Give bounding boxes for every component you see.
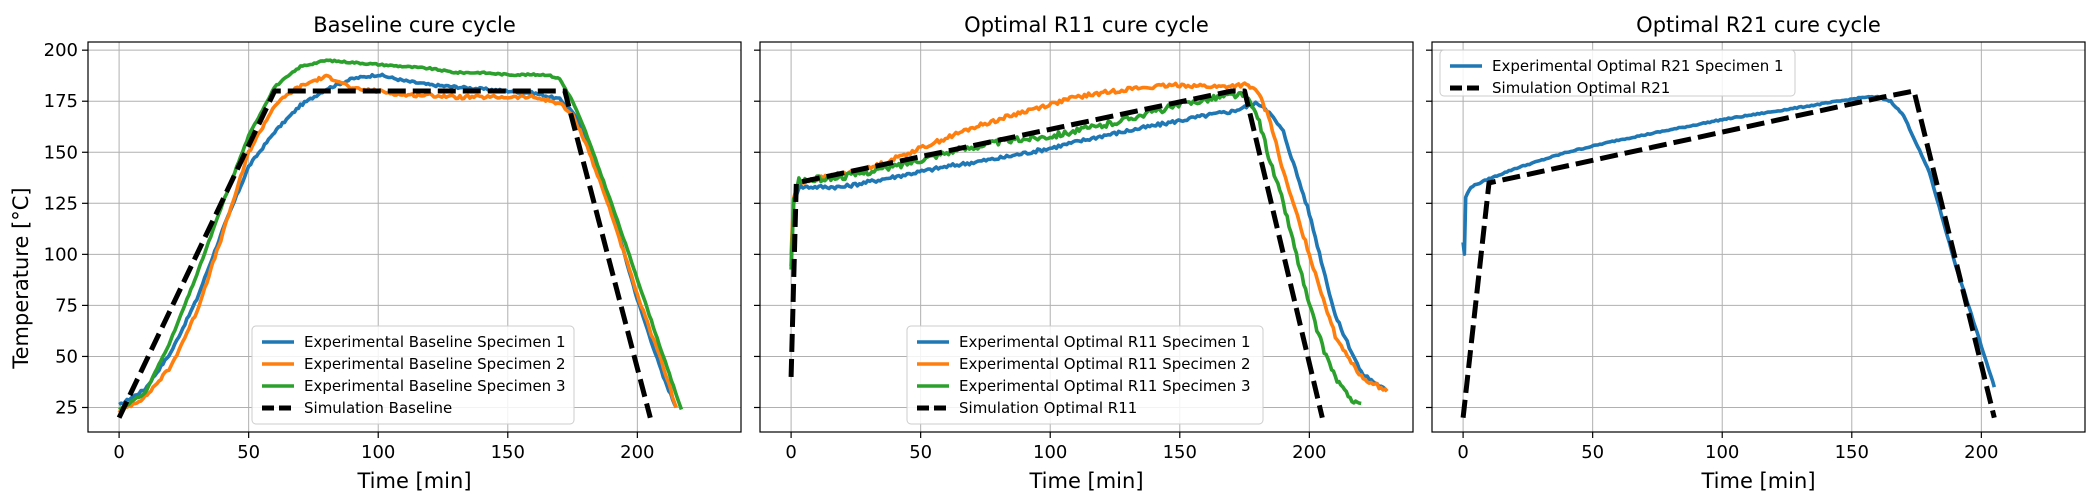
chart-title: Optimal R21 cure cycle bbox=[1636, 13, 1881, 37]
x-axis-label: Time [min] bbox=[356, 469, 471, 493]
legend: Experimental Optimal R11 Specimen 1 Exper… bbox=[906, 325, 1264, 425]
y-tick-label: 100 bbox=[44, 244, 78, 265]
y-tick-label: 75 bbox=[55, 295, 78, 316]
legend-entry: Simulation Optimal R11 bbox=[959, 399, 1137, 417]
legend-entry: Experimental Baseline Specimen 2 bbox=[304, 355, 566, 373]
x-tick-label: 0 bbox=[1457, 442, 1468, 463]
series-line-1 bbox=[1461, 94, 1997, 388]
legend-entry: Experimental Baseline Specimen 3 bbox=[304, 377, 566, 395]
x-tick-label: 150 bbox=[1163, 442, 1197, 463]
x-axis-label: Time [min] bbox=[1028, 469, 1143, 493]
x-tick-label: 200 bbox=[1964, 442, 1998, 463]
chart-title: Optimal R11 cure cycle bbox=[964, 13, 1209, 37]
x-tick-label: 200 bbox=[620, 442, 654, 463]
legend-entry: Experimental Optimal R11 Specimen 1 bbox=[959, 333, 1251, 351]
legend-entry: Simulation Optimal R21 bbox=[1492, 79, 1670, 97]
legend-entry: Simulation Baseline bbox=[304, 399, 452, 417]
chart-title: Baseline cure cycle bbox=[313, 13, 516, 37]
plot-frame bbox=[759, 41, 1414, 433]
series-line-3 bbox=[789, 90, 1362, 406]
x-tick-label: 50 bbox=[909, 442, 932, 463]
x-tick-label: 100 bbox=[1033, 442, 1067, 463]
x-tick-label: 100 bbox=[361, 442, 395, 463]
plot-frame bbox=[1431, 41, 2086, 433]
series-line-4 bbox=[788, 88, 1325, 419]
y-tick-label: 175 bbox=[44, 91, 78, 112]
series-line-1 bbox=[789, 100, 1389, 393]
x-tick-label: 0 bbox=[113, 442, 124, 463]
chart-panel-3: 0 50 100 150 200 Optimal R21 cure cycle Time [… bbox=[1426, 13, 2086, 493]
chart-panel-2: 0 50 100 150 200 Optimal R11 cure cycle Time [… bbox=[754, 13, 1414, 493]
legend-entry: Experimental Optimal R11 Specimen 3 bbox=[959, 377, 1251, 395]
legend-box bbox=[251, 325, 575, 425]
series-line-3 bbox=[118, 58, 684, 412]
legend-entry: Experimental Optimal R21 Specimen 1 bbox=[1492, 57, 1784, 75]
y-tick-label: 25 bbox=[55, 397, 78, 418]
y-tick-label: 125 bbox=[44, 193, 78, 214]
x-axis-label: Time [min] bbox=[1700, 469, 1815, 493]
legend: Experimental Optimal R21 Specimen 1 Simul… bbox=[1439, 49, 1796, 97]
chart-panel-1: 0 50 100 150 200 25 50 75 100 125 150 175 200 Baselin… bbox=[44, 13, 742, 493]
legend-box bbox=[906, 325, 1264, 425]
y-tick-label: 150 bbox=[44, 142, 78, 163]
legend-entry: Experimental Baseline Specimen 1 bbox=[304, 333, 566, 351]
x-tick-label: 150 bbox=[1835, 442, 1869, 463]
x-tick-label: 100 bbox=[1705, 442, 1739, 463]
x-tick-label: 150 bbox=[491, 442, 525, 463]
plot-frame bbox=[87, 41, 742, 433]
legend: Experimental Baseline Specimen 1 Experime… bbox=[251, 325, 575, 425]
x-tick-label: 0 bbox=[785, 442, 796, 463]
x-tick-label: 200 bbox=[1292, 442, 1326, 463]
series-line-4 bbox=[116, 88, 653, 419]
legend-entry: Experimental Optimal R11 Specimen 2 bbox=[959, 355, 1251, 373]
x-tick-label: 50 bbox=[1581, 442, 1604, 463]
legend-box bbox=[1439, 49, 1796, 97]
y-tick-label: 200 bbox=[44, 40, 78, 61]
y-tick-label: 50 bbox=[55, 346, 78, 367]
series-line-2 bbox=[1460, 88, 1997, 419]
x-tick-label: 50 bbox=[237, 442, 260, 463]
y-axis-label: Temperature [°C] bbox=[9, 187, 33, 369]
